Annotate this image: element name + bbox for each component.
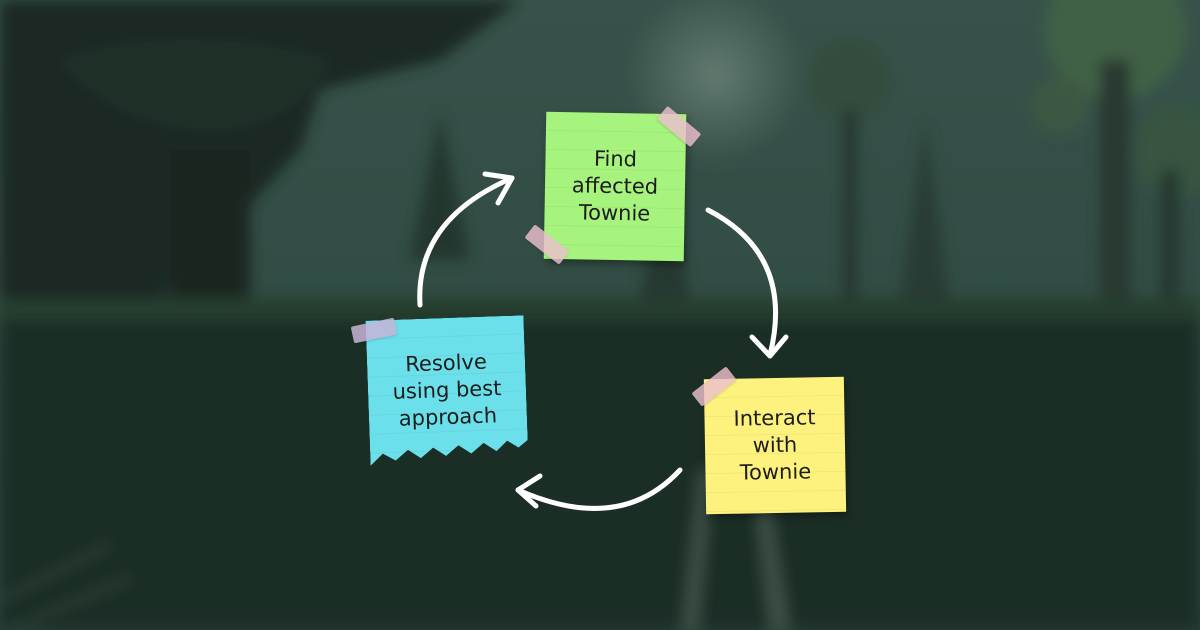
step-note-resolve: Resolve using best approach [366, 315, 529, 465]
arrow-interact-to-resolve [515, 467, 683, 511]
step-label-find: Find affected Townie [571, 146, 659, 226]
step-label-interact: Interact with Townie [733, 405, 816, 485]
arrow-find-to-interact [705, 207, 779, 358]
step-note-interact: Interact with Townie [703, 376, 847, 515]
arrow-interact-to-resolve-head [515, 473, 543, 509]
arrow-find-to-interact-head [749, 334, 789, 359]
step-note-find: Find affected Townie [543, 111, 687, 262]
arrow-resolve-to-find-head [482, 171, 515, 206]
step-label-resolve: Resolve using best approach [392, 349, 502, 431]
arrow-resolve-to-find [417, 175, 515, 308]
